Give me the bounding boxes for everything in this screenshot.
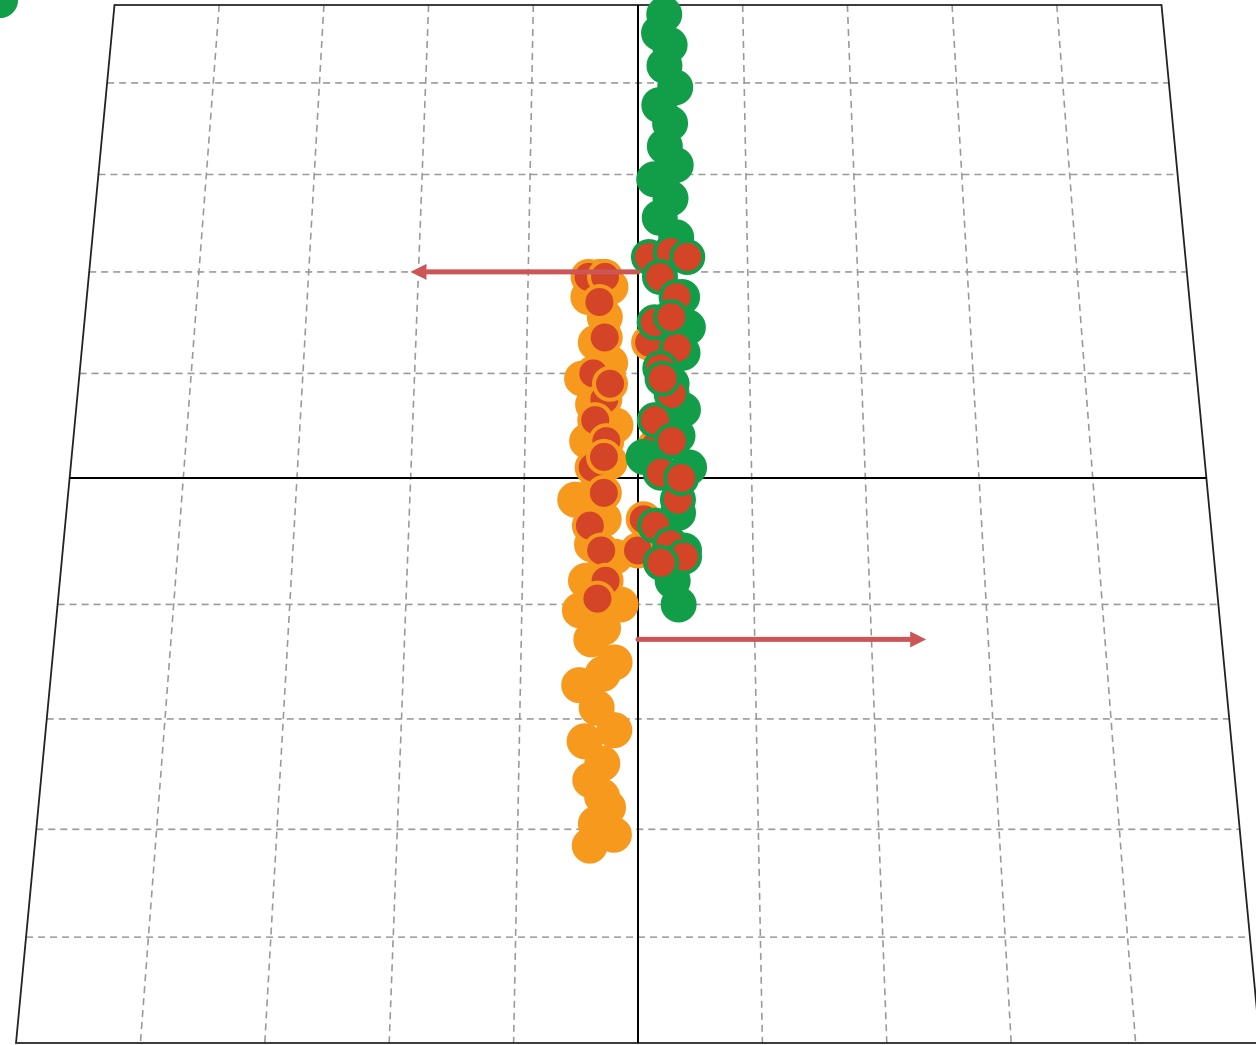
gridline-v [139, 4, 220, 1044]
data-point [669, 239, 706, 276]
data-point [579, 580, 616, 617]
data-point [572, 762, 609, 799]
gridline-v [1056, 4, 1137, 1044]
gridline-v [388, 4, 430, 1044]
data-point [586, 319, 623, 356]
data-point [585, 474, 622, 511]
data-point [592, 365, 629, 402]
data-point [653, 299, 690, 336]
plot-border [15, 4, 1256, 1044]
data-point [663, 460, 700, 496]
data-point [0, 0, 18, 18]
data-point [583, 532, 620, 569]
gridline-v [951, 4, 1012, 1044]
gridline-v [264, 4, 325, 1044]
data-point [660, 586, 697, 623]
gridline-v [741, 4, 764, 1044]
data-point [590, 789, 627, 826]
data-point [581, 283, 618, 320]
data-point [586, 438, 623, 475]
gridline-v [846, 4, 888, 1044]
data-point [584, 655, 621, 692]
arrows-layer [410, 263, 927, 648]
data-point [653, 423, 690, 460]
gridline-v [512, 4, 535, 1044]
data-point [644, 360, 681, 397]
plot-frame [15, 4, 1256, 1044]
data-point [643, 544, 680, 581]
data-point [566, 723, 603, 760]
points-layer [0, 0, 708, 864]
series-3 [630, 234, 706, 581]
